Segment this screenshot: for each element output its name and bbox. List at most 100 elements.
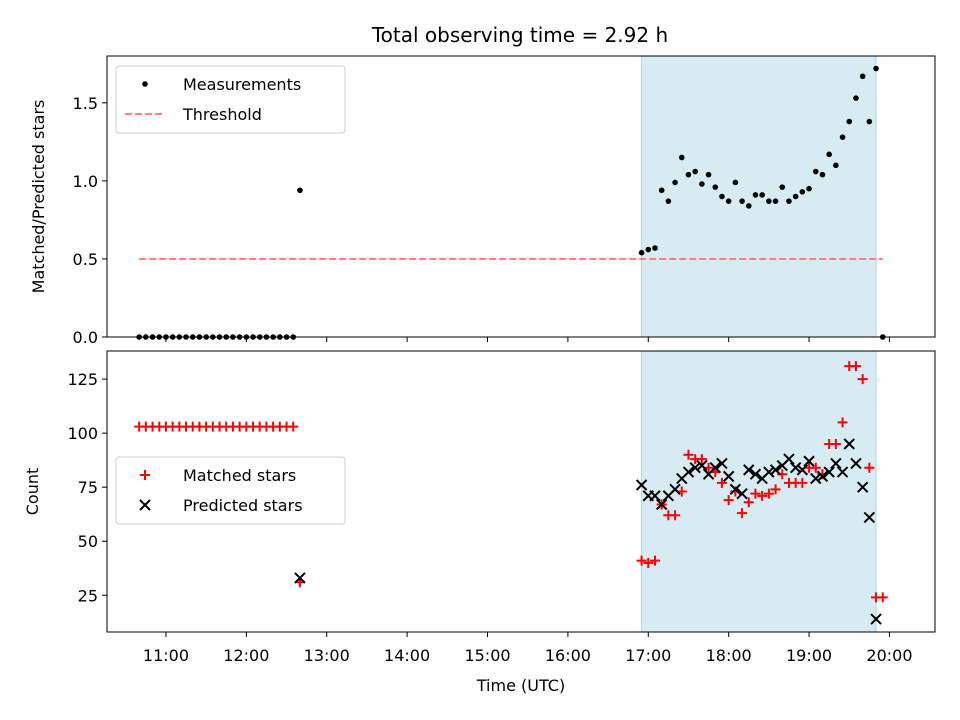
predicted-star-point (294, 572, 306, 584)
measurement-point (739, 198, 745, 204)
measurement-point (812, 168, 819, 175)
legend-measurement-marker (142, 81, 148, 87)
x-tick-label: 17:00 (625, 646, 671, 665)
measurement-point (665, 198, 672, 204)
count-panel: 25 50 75 100 125 11:00 12:00 13:00 14:00 15:00 16:… (23, 350, 936, 695)
matched-star-point (763, 488, 774, 499)
x-tick-label: 12:00 (223, 646, 269, 665)
legend-label: Matched stars (183, 466, 296, 485)
ratio-panel-frame (106, 55, 936, 338)
y-tick-label: 100 (67, 424, 98, 443)
measurement-point (652, 245, 658, 251)
predicted-star-point (722, 470, 735, 483)
matched-star-point (737, 508, 748, 519)
y-tick-label: 1.0 (73, 172, 98, 191)
y-tick-label: 125 (67, 370, 98, 389)
count-y-axis-label: Count (23, 468, 42, 516)
y-tick-label: 1.5 (73, 94, 98, 113)
measurement-point (866, 118, 873, 125)
predicted-star-point (796, 464, 809, 476)
x-tick-label: 20:00 (866, 646, 912, 665)
legend-label: Threshold (182, 105, 262, 124)
measurement-point (779, 184, 786, 190)
legend-box (115, 456, 346, 525)
predicted-star-point (783, 453, 795, 465)
predicted-star-point (729, 483, 742, 496)
legend-label: Measurements (183, 75, 301, 94)
measurement-point (725, 198, 732, 204)
predicted-star-point (763, 466, 775, 478)
measurement-point (678, 154, 685, 161)
predicted-star-point (769, 464, 782, 476)
predicted-star-point (843, 438, 855, 450)
chart-title: Total observing time = 2.92 h (371, 23, 668, 47)
measurement-point (672, 179, 678, 186)
matched-star-point (857, 374, 868, 385)
measurement-point (819, 171, 826, 178)
matched-star-point (649, 555, 660, 566)
predicted-star-point (810, 472, 822, 485)
y-tick-label: 0.0 (73, 328, 98, 347)
matched-star-point (757, 490, 768, 501)
matched-star-point (770, 484, 781, 495)
x-tick-label: 13:00 (304, 646, 350, 665)
measurement-point (873, 65, 879, 72)
predicted-star-point (635, 479, 648, 491)
predicted-star-point (823, 466, 835, 478)
y-tick-label: 75 (78, 478, 98, 497)
measurement-point (692, 168, 698, 175)
measurement-point (772, 198, 779, 204)
matched-star-point (850, 361, 861, 372)
legend-box (115, 65, 346, 134)
predicted-star-point (789, 462, 802, 474)
measurement-point (638, 249, 645, 256)
measurement-point (719, 193, 725, 200)
count-panel-frame (106, 350, 936, 633)
count-legend: Matched stars Predicted stars (115, 456, 346, 525)
measurement-point (792, 193, 799, 200)
predicted-star-point (870, 613, 882, 625)
y-tick-label: 0.5 (73, 250, 98, 269)
measurement-point (297, 187, 303, 194)
matched-star-point (797, 477, 808, 488)
predicted-star-point (655, 498, 668, 511)
predicted-star-point (830, 457, 842, 470)
y-tick-label: 50 (78, 532, 98, 551)
measurement-point (853, 95, 859, 101)
matched-star-point (288, 421, 299, 432)
matched-star-point (643, 557, 654, 568)
measurement-point (799, 189, 806, 195)
x-tick-label: 16:00 (545, 646, 591, 665)
measurement-point (846, 118, 853, 125)
measurement-point (806, 185, 812, 192)
predicted-star-point (863, 511, 876, 524)
predicted-star-point (716, 457, 728, 470)
matched-star-point (743, 497, 754, 508)
legend-matched-marker (140, 470, 150, 480)
ratio-y-axis-label: Matched/Predicted stars (29, 100, 48, 294)
y-tick-label: 25 (78, 586, 98, 605)
matched-star-point (877, 592, 888, 603)
matched-star-point (670, 510, 681, 521)
legend-label: Predicted stars (183, 496, 303, 515)
matched-star-point (864, 462, 875, 473)
measurement-point (685, 171, 692, 178)
measurement-point (712, 184, 719, 190)
ratio-axes: 0.0 0.5 1.0 1.5 (73, 94, 890, 347)
x-tick-label: 15:00 (464, 646, 510, 665)
x-axis-label: Time (UTC) (476, 676, 565, 695)
x-tick-label: 18:00 (706, 646, 752, 665)
x-tick-label: 19:00 (786, 646, 832, 665)
matched-star-point (750, 488, 761, 499)
measurement-point (839, 134, 846, 140)
measurement-point (705, 171, 712, 178)
predicted-star-point (743, 464, 755, 476)
predicted-star-point (749, 468, 762, 480)
predicted-star-point (736, 487, 748, 500)
x-tick-label: 14:00 (384, 646, 430, 665)
predicted-star-point (682, 466, 695, 478)
measurement-point (766, 198, 772, 204)
ratio-legend: Measurements Threshold (115, 65, 346, 134)
predicted-star-point (689, 462, 701, 474)
